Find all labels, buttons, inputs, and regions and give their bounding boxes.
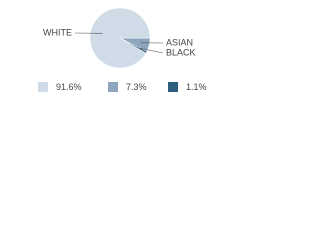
- category-label: ASIAN: [166, 37, 193, 47]
- leader-line: [138, 47, 164, 54]
- legend-value: 7.3%: [126, 82, 147, 92]
- category-label: BLACK: [166, 47, 196, 57]
- legend-swatch: [108, 82, 118, 92]
- pie: [89, 7, 151, 69]
- legend: 91.6% 7.3% 1.1%: [38, 82, 207, 92]
- category-label: WHITE: [43, 27, 72, 37]
- legend-value: 91.6%: [56, 82, 82, 92]
- legend-swatch: [168, 82, 178, 92]
- legend-value: 1.1%: [186, 82, 207, 92]
- legend-swatch: [38, 82, 48, 92]
- pie-slice: [89, 7, 151, 69]
